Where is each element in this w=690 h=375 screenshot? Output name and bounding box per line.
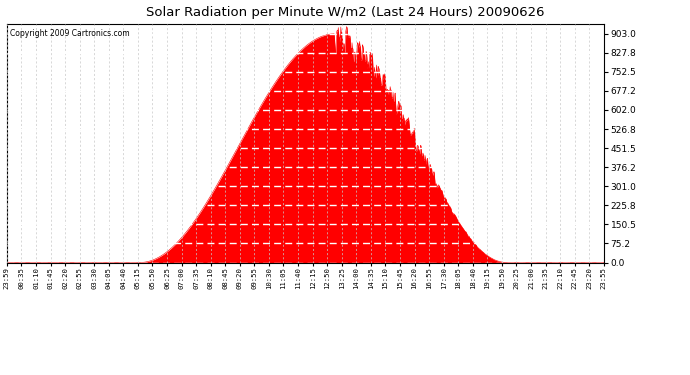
Text: Solar Radiation per Minute W/m2 (Last 24 Hours) 20090626: Solar Radiation per Minute W/m2 (Last 24… <box>146 6 544 19</box>
Text: Copyright 2009 Cartronics.com: Copyright 2009 Cartronics.com <box>10 29 130 38</box>
